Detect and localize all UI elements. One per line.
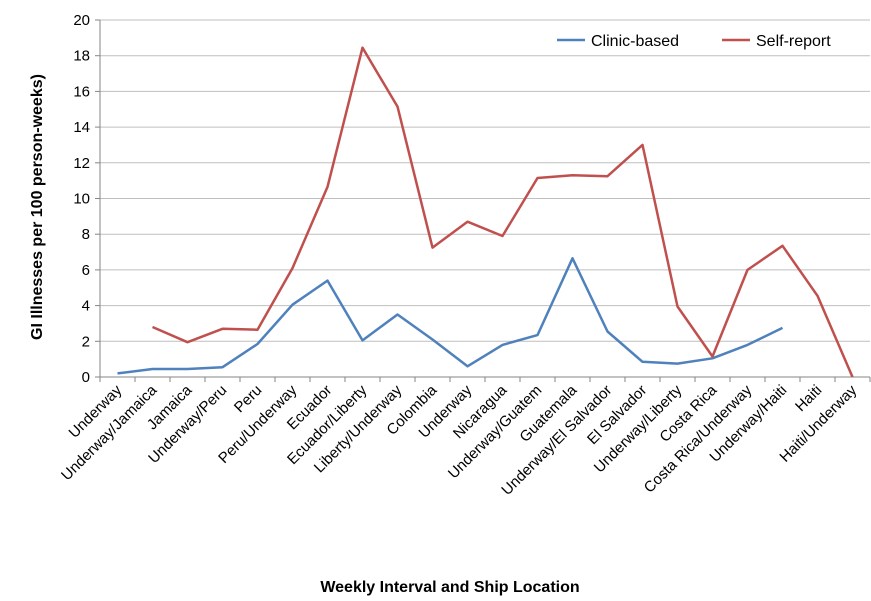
- y-tick-label: 18: [73, 48, 90, 65]
- y-tick-label: 12: [73, 155, 90, 172]
- y-tick-label: 16: [73, 83, 90, 100]
- gridlines: [95, 19, 870, 378]
- y-tick-label: 10: [73, 191, 90, 208]
- y-tick-label: 2: [82, 333, 90, 350]
- y-tick-label: 6: [82, 262, 90, 279]
- x-tick-labels: UnderwayUnderway/JamaicaJamaicaUnderway/…: [58, 381, 861, 498]
- y-tick-label: 14: [73, 119, 90, 136]
- y-tick-label: 0: [82, 369, 90, 386]
- legend-label: Clinic-based: [591, 33, 679, 50]
- y-tick-label: 20: [73, 12, 90, 29]
- y-tick-label: 4: [82, 298, 90, 315]
- series-line-self-report: [152, 46, 854, 378]
- y-tick-label: 8: [82, 226, 90, 243]
- axes: [99, 20, 871, 382]
- y-tick-labels: 0 2 4 6 8 10 12 14 16 18 20: [73, 12, 90, 386]
- y-axis-title: GI Illnesses per 100 person-weeks): [29, 74, 46, 340]
- series-line-clinic-based: [117, 257, 784, 375]
- x-axis-title: Weekly Interval and Ship Location: [320, 579, 579, 596]
- legend: Clinic-based Self-report: [557, 33, 831, 50]
- legend-label: Self-report: [756, 33, 831, 50]
- series-lines: [117, 46, 854, 378]
